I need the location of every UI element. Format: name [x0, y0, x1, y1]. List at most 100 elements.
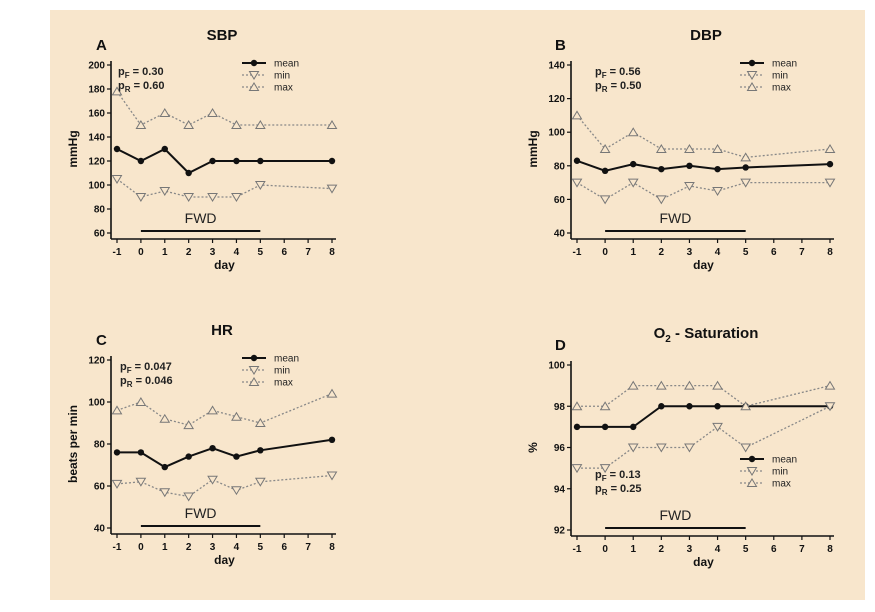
- panel-d: D O2 - Saturation 92 94 96 98 100 -1 0 1 2 3 4 5 6 7 8 da…: [526, 325, 836, 569]
- data-point-mean: [826, 160, 834, 168]
- data-point-min: [740, 178, 752, 188]
- data-point-min: [824, 178, 836, 188]
- x-axis-label: day: [693, 258, 714, 272]
- data-point-min: [111, 175, 123, 184]
- data-point-mean: [686, 162, 693, 169]
- legend-marker-min: [248, 366, 260, 375]
- data-point-min: [159, 488, 171, 498]
- x-tick-label: -1: [113, 247, 122, 258]
- x-tick-label: 0: [138, 542, 144, 553]
- data-point-min: [159, 187, 171, 196]
- data-point-mean: [185, 453, 192, 460]
- y-tick-label: 60: [94, 482, 106, 493]
- y-axis-label: %: [526, 442, 540, 453]
- data-point-max: [231, 120, 242, 129]
- data-point-min: [231, 486, 242, 496]
- y-tick-label: 40: [554, 229, 566, 240]
- data-point-mean: [233, 453, 240, 460]
- data-point-mean: [328, 436, 336, 443]
- x-axis-label: day: [214, 553, 235, 567]
- series-line-min: [116, 178, 333, 198]
- y-tick-label: 140: [88, 133, 105, 144]
- y-tick-label: 140: [548, 61, 565, 72]
- x-tick-label: 6: [771, 247, 777, 258]
- y-tick-label: 60: [94, 229, 106, 240]
- chart-title: SBP: [207, 27, 238, 44]
- data-point-mean: [686, 403, 693, 410]
- x-tick-label: 5: [258, 247, 264, 258]
- data-point-min: [135, 477, 147, 487]
- data-point-max: [207, 108, 218, 117]
- x-tick-label: 4: [234, 247, 240, 258]
- legend-marker-max: [248, 377, 260, 386]
- data-point-mean: [573, 157, 581, 164]
- data-point-max: [159, 413, 171, 423]
- legend-label-mean: mean: [772, 59, 797, 70]
- data-point-mean: [161, 145, 168, 153]
- data-point-mean: [257, 447, 264, 454]
- data-point-min: [712, 422, 723, 432]
- legend-label-max: max: [274, 378, 293, 389]
- data-point-mean: [328, 157, 336, 165]
- data-point-max: [655, 144, 667, 153]
- stat-annotation: pR = 0.50: [595, 80, 641, 94]
- data-point-min: [135, 193, 147, 202]
- data-point-mean: [209, 445, 216, 452]
- fwd-label: FWD: [185, 210, 217, 226]
- y-axis-label: mmHg: [66, 130, 80, 167]
- data-point-max: [183, 120, 195, 129]
- x-tick-label: 4: [234, 542, 240, 553]
- data-point-max: [655, 380, 667, 390]
- data-point-min: [254, 477, 266, 487]
- data-point-min: [231, 193, 242, 202]
- data-point-max: [599, 144, 611, 153]
- data-point-mean: [601, 167, 609, 175]
- data-point-max: [207, 405, 218, 415]
- data-point-min: [326, 184, 338, 194]
- x-tick-label: 7: [799, 247, 805, 258]
- data-point-mean: [630, 160, 637, 168]
- data-point-min: [627, 178, 639, 188]
- chart-title: DBP: [690, 27, 722, 44]
- legend-label-min: min: [772, 467, 788, 478]
- chart-title: O2 - Saturation: [654, 325, 759, 345]
- x-tick-label: 4: [715, 544, 721, 555]
- data-point-mean: [658, 403, 665, 410]
- data-point-max: [684, 144, 695, 153]
- x-tick-label: 6: [281, 247, 287, 258]
- x-tick-label: 1: [630, 544, 636, 555]
- legend-marker-min: [746, 467, 758, 476]
- legend-marker-mean: [250, 59, 258, 67]
- data-point-mean: [573, 423, 581, 431]
- x-tick-label: 7: [305, 542, 311, 553]
- legend-label-mean: mean: [274, 354, 299, 365]
- data-point-min: [740, 443, 752, 453]
- data-point-max: [712, 144, 723, 153]
- x-tick-label: 3: [210, 542, 216, 553]
- data-point-mean: [113, 449, 121, 456]
- x-tick-label: 0: [138, 247, 144, 258]
- fwd-label: FWD: [659, 507, 691, 523]
- data-point-min: [571, 178, 583, 188]
- data-point-mean: [113, 145, 121, 153]
- data-point-mean: [714, 165, 721, 173]
- legend-label-min: min: [274, 366, 290, 377]
- x-tick-label: 2: [186, 247, 192, 258]
- data-point-mean: [742, 164, 749, 171]
- legend-marker-mean: [748, 59, 756, 67]
- x-tick-label: 8: [329, 247, 335, 258]
- y-tick-label: 120: [88, 157, 105, 168]
- data-point-mean: [257, 157, 264, 165]
- y-tick-label: 100: [88, 398, 105, 409]
- x-tick-label: 1: [630, 247, 636, 258]
- data-point-mean: [714, 403, 721, 410]
- y-axis-label: beats per min: [66, 405, 80, 483]
- data-point-mean: [658, 165, 665, 173]
- y-tick-label: 94: [554, 484, 566, 495]
- x-axis-label: day: [693, 555, 714, 569]
- series-line-mean: [116, 147, 332, 175]
- y-tick-label: 80: [94, 205, 106, 216]
- data-point-max: [111, 405, 123, 415]
